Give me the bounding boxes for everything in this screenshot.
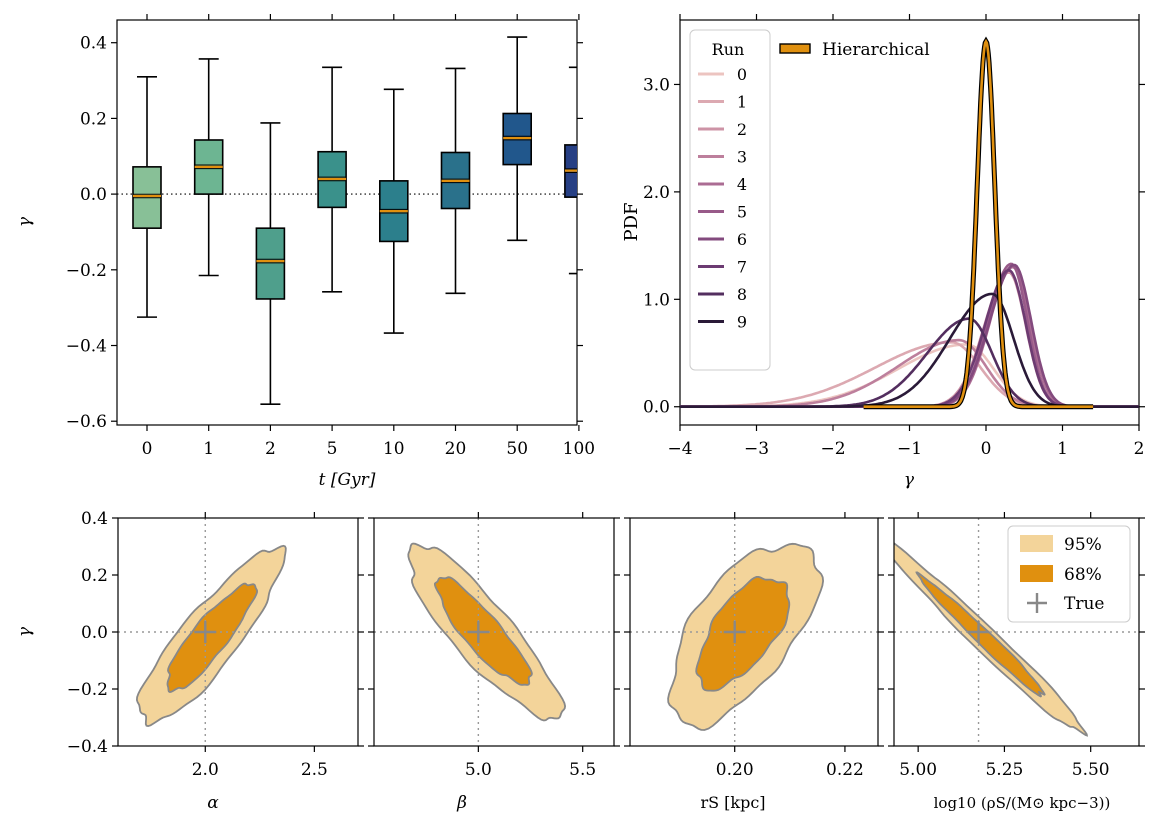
xtick-label: 0	[981, 439, 992, 459]
xtick-label: 2.5	[301, 760, 328, 780]
xtick-label: −4	[667, 439, 692, 459]
legend-label-run-4: 4	[737, 175, 747, 194]
contour-68	[915, 571, 1046, 698]
true-marker	[723, 621, 746, 643]
xlabel: rS [kpc]	[700, 793, 765, 812]
xlabel: β	[456, 793, 467, 813]
axes-frame	[116, 19, 578, 426]
ytick-label: 0.0	[81, 623, 108, 643]
contour-68	[695, 576, 791, 692]
legend-label-run-7: 7	[737, 258, 747, 277]
box-body	[255, 227, 286, 300]
box-2	[255, 122, 286, 405]
legend-label-run-1: 1	[737, 93, 747, 112]
legend: Run 0 1 2 3 4 5 6 7 8 9 Hierarchical	[689, 29, 930, 371]
xlabel: t [Gyr]	[319, 470, 376, 490]
ytick-label: 1.0	[643, 290, 670, 310]
contour-panel-beta: 5.0 5.5 β	[368, 512, 620, 813]
ytick-label: 0.0	[643, 398, 670, 418]
xtick-label: 10	[383, 439, 405, 459]
ylabel: γ	[15, 216, 35, 227]
box-20	[440, 67, 471, 295]
box-1	[193, 58, 224, 277]
box-0	[132, 75, 162, 318]
xtick-label: 5.00	[899, 760, 937, 780]
xtick-label: 5.25	[985, 760, 1023, 780]
hierarchical-line	[863, 38, 1094, 408]
xtick-label: −3	[744, 439, 769, 459]
xlabel: γ	[904, 470, 915, 490]
xtick-label: 5.50	[1072, 760, 1110, 780]
ytick-label: −0.2	[67, 680, 108, 700]
contour-panel-alpha: −0.4 −0.2 0.0 0.2 0.4 2.0 2.5 α γ	[15, 509, 364, 813]
xtick-label: 50	[506, 439, 528, 459]
ytick-label: 3.0	[643, 75, 670, 95]
true-marker	[967, 621, 990, 643]
true-marker	[467, 621, 490, 643]
contour-panel-rs: 0.20 0.22 rS [kpc]	[624, 512, 884, 812]
contour-panel-rhos: 5.00 5.25 5.50 95% 68% True log10 (ρS/(M⊙ kp…	[888, 512, 1145, 812]
xtick-label: 1	[1057, 439, 1068, 459]
xtick-label: 5.0	[465, 760, 492, 780]
xtick-label: 2	[265, 439, 276, 459]
legend-title: Run	[712, 40, 745, 59]
ytick-label: −0.4	[66, 337, 107, 357]
ytick-label: 0.0	[80, 185, 107, 205]
ytick-label: −0.4	[67, 737, 108, 757]
legend-label-run-5: 5	[737, 203, 747, 222]
xtick-label: 2.0	[192, 760, 219, 780]
legend-label-run-3: 3	[737, 148, 747, 167]
ytick-label: 0.4	[80, 34, 107, 54]
xtick-label: 100	[563, 439, 595, 459]
boxplot-panel: −0.6 −0.4 −0.2 0.0 0.2 0.4 0 1 2 5 10 20 50 100 t [G…	[15, 14, 595, 490]
xtick-label: 5	[327, 439, 338, 459]
legend-label-run-6: 6	[737, 230, 747, 249]
xtick-label: 5.5	[569, 760, 596, 780]
pdf-panel: 0.0 1.0 2.0 3.0 −4 −3 −2 −1 0 1 2 Run 0 1 2 3 4 5 6 7 8 9 Hi…	[621, 14, 1145, 490]
xtick-label: 0.20	[716, 760, 754, 780]
ytick-label: 0.2	[81, 566, 108, 586]
legend-label-hierarchical: Hierarchical	[822, 40, 930, 60]
legend-swatch-95	[1020, 535, 1053, 552]
legend-label-95: 95%	[1064, 535, 1102, 555]
legend-label-run-2: 2	[737, 120, 747, 139]
true-marker	[194, 621, 217, 643]
contour-68	[166, 582, 259, 693]
ylabel: PDF	[621, 202, 642, 241]
xtick-label: 20	[445, 439, 467, 459]
legend-label-68: 68%	[1064, 565, 1102, 585]
ytick-label: −0.6	[66, 412, 107, 432]
legend-swatch-true	[1027, 593, 1047, 613]
ytick-label: 0.2	[80, 109, 107, 129]
ytick-label: −0.2	[66, 261, 107, 281]
xtick-label: −1	[897, 439, 922, 459]
legend-label-run-0: 0	[737, 65, 747, 84]
legend-label-run-9: 9	[737, 313, 747, 332]
box-5	[317, 66, 347, 293]
legend-swatch-hierarchical	[779, 43, 811, 54]
box-100	[564, 66, 577, 275]
xtick-label: 1	[203, 439, 214, 459]
legend-swatch-68	[1020, 565, 1053, 582]
xlabel: log10 (ρS/(M⊙ kpc−3))	[934, 794, 1111, 812]
ytick-label: 2.0	[643, 183, 670, 203]
ylabel: γ	[15, 626, 35, 637]
ytick-label: 0.4	[81, 509, 108, 529]
box-10	[378, 88, 409, 334]
legend-label-true: True	[1064, 594, 1104, 614]
xtick-label: 0.22	[826, 760, 864, 780]
legend-label-run-8: 8	[737, 285, 747, 304]
legend-frame	[689, 29, 771, 371]
legend: 95% 68% True	[1007, 525, 1131, 623]
xtick-label: 2	[1134, 439, 1145, 459]
xtick-label: −2	[820, 439, 845, 459]
xtick-label: 0	[142, 439, 153, 459]
xlabel: α	[207, 793, 219, 813]
box-50	[502, 36, 533, 242]
